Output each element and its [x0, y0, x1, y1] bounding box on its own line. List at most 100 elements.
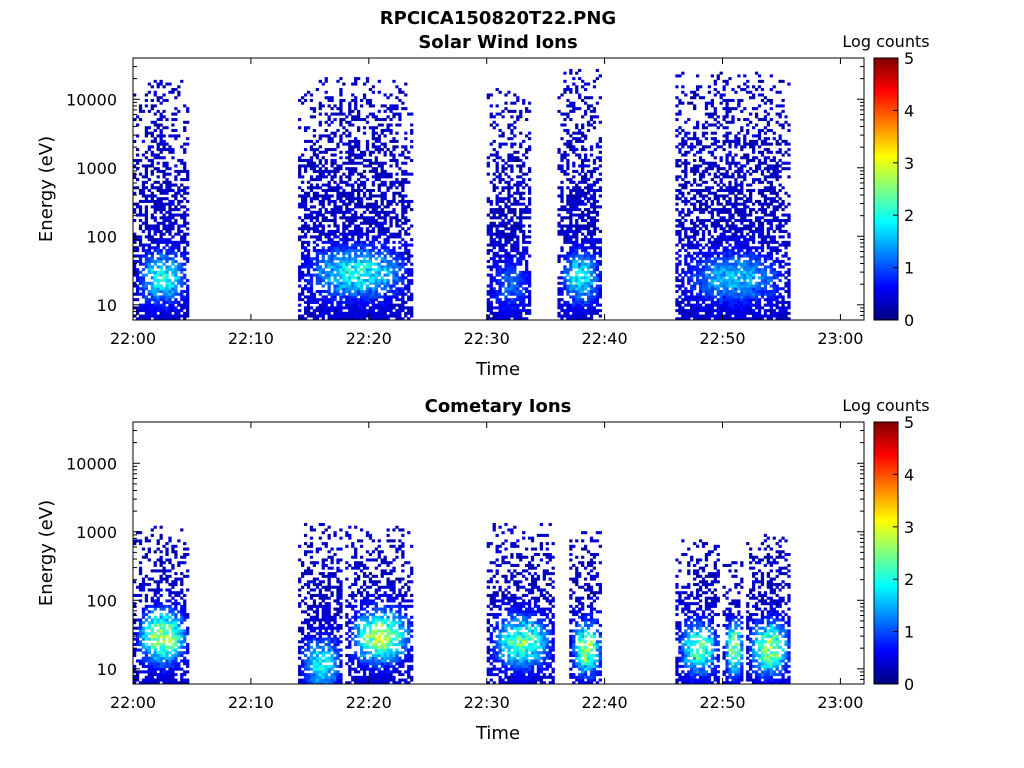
- heatmap-cell: [351, 197, 355, 201]
- heatmap-cell: [309, 167, 314, 171]
- heatmap-cell: [522, 235, 526, 239]
- heatmap-cell: [398, 279, 402, 283]
- heatmap-cell: [707, 186, 712, 190]
- heatmap-cell: [357, 128, 361, 132]
- heatmap-cell: [301, 314, 305, 318]
- heatmap-cell: [566, 268, 570, 272]
- heatmap-cell: [566, 279, 570, 283]
- heatmap-cell: [722, 205, 726, 209]
- heatmap-cell: [583, 148, 588, 152]
- heatmap-cell: [153, 292, 157, 296]
- heatmap-cell: [589, 194, 594, 198]
- heatmap-cell: [583, 314, 588, 318]
- heatmap-cell: [510, 238, 514, 242]
- heatmap-cell: [144, 172, 149, 176]
- heatmap-cell: [315, 216, 319, 220]
- heatmap-cell: [581, 238, 585, 242]
- heatmap-cell: [495, 208, 499, 212]
- heatmap-cell: [569, 262, 573, 266]
- heatmap-cell: [707, 257, 712, 261]
- heatmap-cell: [492, 224, 496, 228]
- heatmap-cell: [560, 194, 564, 198]
- heatmap-cell: [330, 251, 334, 255]
- heatmap-cell: [504, 93, 508, 97]
- heatmap-cell: [693, 257, 697, 261]
- heatmap-cell: [586, 276, 591, 280]
- heatmap-cell: [383, 104, 387, 108]
- heatmap-cell: [159, 249, 163, 253]
- heatmap-cell: [336, 265, 340, 269]
- heatmap-cell: [144, 164, 149, 168]
- heatmap-cell: [678, 74, 682, 78]
- heatmap-cell: [572, 298, 576, 302]
- heatmap-cell: [595, 287, 600, 291]
- heatmap-cell: [150, 235, 154, 239]
- heatmap-cell: [392, 281, 396, 285]
- heatmap-cell: [725, 153, 729, 157]
- heatmap-cell: [156, 295, 160, 299]
- heatmap-cell: [135, 238, 140, 242]
- heatmap-cell: [306, 224, 311, 228]
- heatmap-cell: [563, 240, 567, 244]
- heatmap-cell: [165, 273, 169, 277]
- heatmap-cell: [368, 202, 373, 206]
- heatmap-cell: [359, 227, 364, 231]
- heatmap-cell: [713, 79, 717, 83]
- heatmap-cell: [581, 169, 585, 173]
- heatmap-cell: [701, 219, 706, 223]
- heatmap-cell: [336, 194, 340, 198]
- heatmap-cell: [504, 224, 508, 228]
- heatmap-cell: [586, 169, 591, 173]
- heatmap-cell: [389, 259, 393, 263]
- heatmap-cell: [371, 306, 375, 310]
- heatmap-cell: [318, 221, 322, 225]
- heatmap-cell: [728, 306, 732, 310]
- heatmap-cell: [519, 292, 523, 296]
- heatmap-cell: [392, 104, 396, 108]
- heatmap-cell: [362, 311, 367, 315]
- heatmap-cell: [572, 197, 576, 201]
- heatmap-cell: [525, 281, 529, 285]
- heatmap-cell: [498, 216, 502, 220]
- heatmap-cell: [563, 235, 567, 239]
- heatmap-cell: [138, 262, 143, 266]
- heatmap-cell: [348, 104, 352, 108]
- heatmap-cell: [345, 120, 349, 124]
- heatmap-cell: [722, 295, 726, 299]
- heatmap-cell: [713, 172, 717, 176]
- heatmap-cell: [527, 167, 532, 171]
- heatmap-cell: [575, 123, 579, 127]
- heatmap-cell: [578, 189, 582, 193]
- heatmap-cell: [586, 123, 591, 127]
- heatmap-cell: [489, 265, 493, 269]
- heatmap-cell: [716, 139, 720, 143]
- heatmap-cell: [150, 227, 154, 231]
- heatmap-cell: [716, 279, 720, 283]
- heatmap-cell: [592, 210, 597, 214]
- heatmap-cell: [527, 169, 532, 173]
- heatmap-cell: [693, 153, 697, 157]
- heatmap-cell: [159, 202, 163, 206]
- heatmap-cell: [159, 79, 163, 83]
- heatmap-cell: [569, 227, 573, 231]
- heatmap-cell: [510, 109, 514, 113]
- heatmap-cell: [687, 270, 691, 274]
- heatmap-cell: [312, 221, 317, 225]
- heatmap-cell: [365, 300, 370, 304]
- heatmap-cell: [359, 153, 364, 157]
- heatmap-cell: [510, 156, 514, 160]
- heatmap-cell: [566, 112, 570, 116]
- heatmap-cell: [581, 161, 585, 165]
- heatmap-cell: [581, 281, 585, 285]
- heatmap-cell: [519, 279, 523, 283]
- heatmap-cell: [183, 254, 187, 258]
- heatmap-cell: [734, 292, 738, 296]
- heatmap-cell: [586, 232, 591, 236]
- heatmap-cell: [359, 273, 364, 277]
- heatmap-cell: [162, 161, 166, 165]
- heatmap-cell: [710, 137, 714, 141]
- heatmap-cell: [133, 191, 137, 195]
- heatmap-cell: [722, 219, 726, 223]
- heatmap-cell: [389, 284, 393, 288]
- heatmap-cell: [578, 314, 582, 318]
